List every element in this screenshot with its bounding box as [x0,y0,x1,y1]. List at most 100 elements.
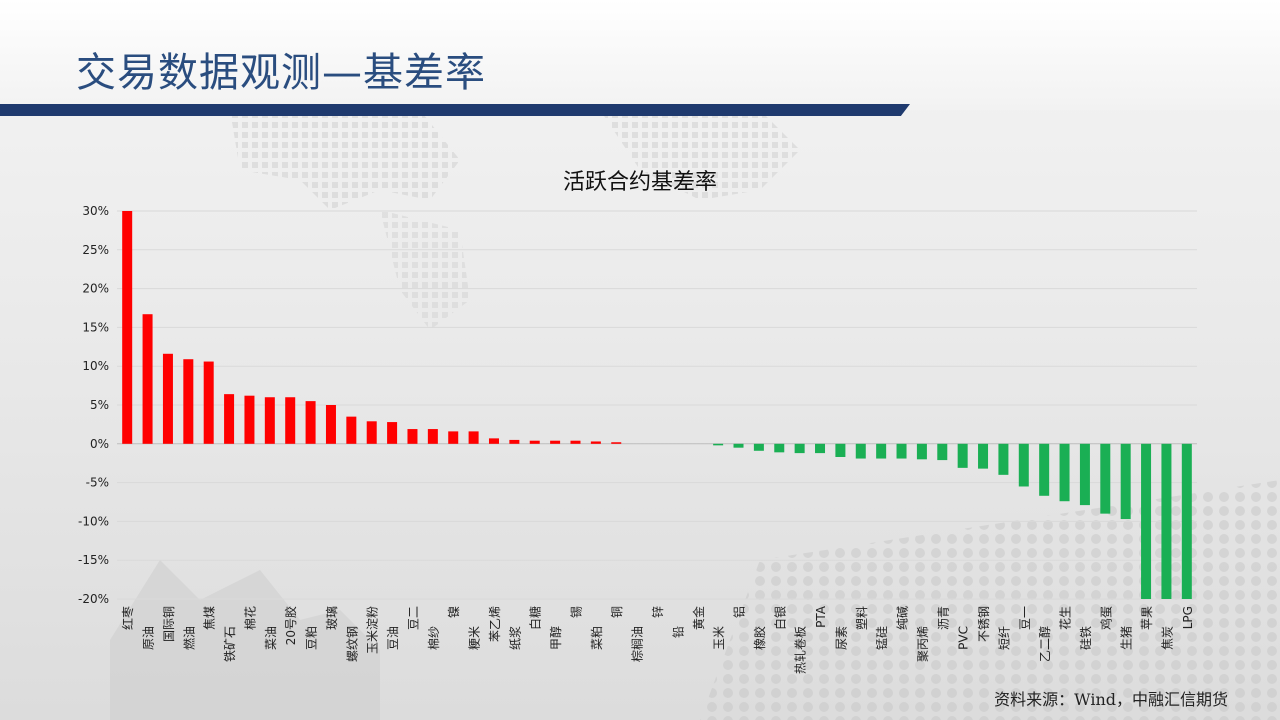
x-tick-label: 豆油 [386,626,400,650]
bar [1100,443,1111,514]
x-tick-label: 菜油 [264,626,278,650]
bar [264,397,275,444]
bar [835,443,846,457]
x-tick-label: 白糖 [528,606,543,630]
x-tick-label: 铅 [671,626,685,638]
bar [876,443,887,459]
bar [1018,443,1029,487]
y-tick-label: 25% [82,243,109,257]
x-tick-label: 花生 [1058,606,1073,630]
x-tick-label: 白银 [772,606,787,630]
x-tick-label: 红枣 [120,606,135,630]
x-tick-label: 螺纹钢 [345,626,359,662]
bar [529,440,540,444]
y-tick-label: -10% [78,514,109,528]
chart-title: 活跃合约基差率 [562,170,717,195]
x-tick-label: 焦煤 [203,606,217,630]
x-tick-label: 豆粕 [304,626,319,650]
x-tick-label: 铜 [609,606,624,618]
x-tick-label: 乙二醇 [1037,626,1052,662]
bar [122,211,133,444]
x-tick-label: PVC [957,626,971,650]
x-tick-label: PTA [814,605,828,628]
x-tick-label: 菜粕 [589,626,604,650]
x-tick-label: 棉纱 [427,626,441,650]
y-tick-label: -5% [86,476,109,490]
bar [1120,443,1131,520]
x-tick-label: 粳米 [468,626,482,650]
x-tick-label: 塑料 [854,606,869,630]
bar [285,397,296,444]
x-tick-label: 生猪 [1120,626,1134,650]
bar [1181,443,1192,599]
x-tick-label: 纯碱 [896,606,910,630]
bar [162,353,173,444]
x-tick-label: 尿素 [834,626,848,650]
x-tick-label: LPG [1181,606,1195,629]
y-tick-label: -20% [78,592,109,606]
y-tick-label: 30% [82,204,109,218]
bar [753,443,764,451]
bar [387,422,398,444]
x-tick-label: 原油 [142,626,156,650]
x-tick-label: 镍 [447,606,461,618]
source-note: 资料来源：Wind，中融汇信期货 [994,690,1228,709]
x-tick-label: 甲醇 [548,626,563,650]
x-tick-label: 锡 [568,606,583,618]
x-tick-label: 黄金 [691,606,706,630]
bar [488,438,499,444]
bar [733,443,744,448]
bar [978,443,989,469]
bar [509,439,520,444]
x-tick-label: 苯乙烯 [488,606,502,642]
bar [957,443,968,468]
title-bar [0,104,910,116]
x-tick-label: 豆一 [1018,606,1032,630]
x-tick-label: 鸡蛋 [1098,606,1113,630]
x-tick-label: 20号胶 [283,606,298,645]
bar [550,440,561,444]
x-tick-label: 国际铜 [161,606,176,642]
x-tick-label: 纸浆 [507,626,522,650]
bar [448,431,459,444]
x-tick-label: 锰硅 [874,626,889,650]
bar [713,443,724,446]
bar [346,416,357,444]
x-tick-label: 铝 [732,606,747,618]
bar [1079,443,1090,506]
bars [122,211,1192,599]
bar [916,443,927,460]
bar [1141,443,1152,599]
x-tick-label: 短纤 [997,626,1011,650]
x-tick-label: 锌 [651,606,665,618]
bar [937,443,948,461]
bar [794,443,805,454]
bar [203,361,214,444]
bar [142,314,153,444]
x-tick-label: 聚丙烯 [916,626,930,662]
bar [407,429,418,444]
bar [774,443,785,453]
x-tick-label: 玉米淀粉 [366,606,380,654]
bar [366,421,377,444]
x-tick-label: 豆二 [406,606,420,630]
x-tick-label: 焦炭 [1160,626,1174,650]
bar [896,443,907,459]
y-tick-label: -15% [78,553,109,567]
x-tick-label: 硅铁 [1079,626,1093,650]
x-tick-label: 棉花 [242,606,257,630]
bar [998,443,1009,475]
bar [1059,443,1070,502]
x-tick-label: 橡胶 [752,626,767,650]
y-tick-label: 0% [90,437,109,451]
bar [590,441,601,444]
x-tick-label: 玉米 [712,626,726,650]
page-title: 交易数据观测—基差率 [76,50,486,96]
x-tick-label: 苹果 [1140,606,1154,630]
gridlines [117,210,1197,600]
bar [468,431,479,444]
bar [1039,443,1050,496]
y-tick-label: 5% [90,398,109,412]
